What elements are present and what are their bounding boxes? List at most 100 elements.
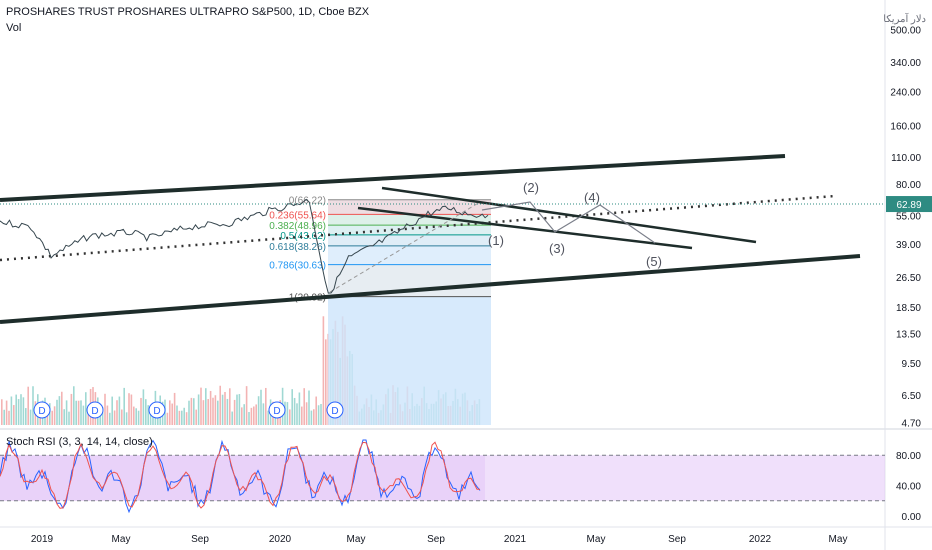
volume-bar <box>221 394 224 425</box>
volume-bar <box>303 388 305 425</box>
x-tick-label: 2022 <box>749 534 772 545</box>
upper-channel-line <box>0 154 786 202</box>
volume-bar <box>130 394 133 425</box>
volume-bar <box>85 392 87 425</box>
last-price-value: 62.89 <box>896 200 921 211</box>
x-tick-label: May <box>829 534 848 545</box>
volume-bar <box>140 397 142 425</box>
volume-bar <box>133 406 135 425</box>
fib-level-label: 0.618(38.26) <box>269 242 326 253</box>
volume-bar <box>173 392 176 425</box>
y-tick-label: 4.70 <box>902 418 922 429</box>
wave-label: (2) <box>523 180 539 195</box>
fib-diagonal <box>329 201 481 293</box>
volume-bar <box>255 404 257 425</box>
volume-bar <box>296 403 298 425</box>
volume-bar <box>135 408 137 425</box>
dividend-marker-label: D <box>273 406 280 417</box>
y-tick-label: 160.00 <box>890 121 921 132</box>
volume-bar <box>20 394 22 425</box>
y-tick-label: 6.50 <box>902 391 922 402</box>
volume-bar <box>142 389 145 425</box>
volume-bar <box>118 396 121 425</box>
indicator-label: Stoch RSI (3, 3, 14, 14, close) <box>6 436 153 448</box>
volume-bar <box>183 407 185 425</box>
volume-bar <box>56 399 58 425</box>
volume-label: Vol <box>6 22 22 34</box>
volume-bar <box>219 385 221 425</box>
dividend-marker-label: D <box>331 406 338 417</box>
trend-lines <box>0 154 861 324</box>
volume-bar <box>147 405 149 425</box>
x-tick-label: May <box>112 534 131 545</box>
lower-channel-line <box>0 254 861 324</box>
volume-bar <box>205 388 207 425</box>
volume-bar <box>82 405 85 425</box>
volume-bar <box>68 411 70 425</box>
wave-label: (4) <box>584 190 600 205</box>
volume-bar <box>325 339 327 425</box>
volume-bar <box>214 395 217 425</box>
volume-bar <box>243 404 245 425</box>
volume-bar <box>10 396 13 425</box>
volume-bar <box>185 412 188 425</box>
wave-label: (5) <box>646 254 662 269</box>
volume-bar <box>53 406 56 425</box>
volume-bar <box>284 401 286 425</box>
rsi-d-line <box>0 441 481 509</box>
y-tick-label: 240.00 <box>890 87 921 98</box>
volume-bar <box>70 393 73 425</box>
volume-bar <box>245 386 248 425</box>
fib-zone <box>328 199 491 215</box>
volume-bar <box>224 391 226 425</box>
volume-bar <box>63 409 65 425</box>
volume-bar <box>145 399 147 425</box>
volume-bar <box>116 400 118 425</box>
volume-bar <box>248 412 250 425</box>
volume-bar <box>305 402 308 425</box>
volume-bar <box>238 394 241 425</box>
price-line <box>0 198 489 294</box>
dividend-marker-label: D <box>153 406 160 417</box>
volume-bar <box>169 400 171 425</box>
volume-bar <box>188 400 190 425</box>
wave-label: (3) <box>549 241 565 256</box>
volume-bar <box>209 390 212 425</box>
volume-bar <box>49 403 51 425</box>
volume-bar <box>3 409 5 425</box>
y-tick-label: 18.50 <box>896 303 921 314</box>
volume-bar <box>73 386 75 425</box>
rsi-tick-label: 0.00 <box>902 512 922 523</box>
axes: 62.89 500.00 340.00 240.00 160.00 110.00 80.00… <box>31 26 932 545</box>
volume-bar <box>58 396 61 425</box>
volume-bar <box>75 400 77 425</box>
volume-bar <box>176 405 178 425</box>
volume-bar <box>8 410 10 425</box>
volume-bar <box>171 403 173 425</box>
wave-projection-path <box>481 201 656 244</box>
dividend-marker <box>86 401 104 419</box>
volume-bar <box>181 410 183 425</box>
volume-bar <box>25 408 27 425</box>
x-tick-label: May <box>587 534 606 545</box>
volume-bar <box>233 399 236 425</box>
rsi-tick-label: 80.00 <box>896 451 921 462</box>
volume-bar <box>27 386 29 425</box>
volume-bar <box>293 397 296 425</box>
volume-bar <box>137 410 140 425</box>
volume-bar <box>226 398 229 425</box>
volume-bar <box>301 406 303 425</box>
volume-bar <box>109 412 111 425</box>
volume-bar <box>77 400 80 425</box>
volume-bar <box>29 409 32 425</box>
volume-bar <box>22 397 25 425</box>
volume-bar <box>61 391 63 425</box>
dividend-marker <box>33 401 51 419</box>
x-tick-label: Sep <box>668 534 686 545</box>
volume-bar <box>322 316 325 425</box>
volume-bar <box>125 412 128 425</box>
volume-bar <box>267 410 269 425</box>
volume-bar <box>123 387 125 425</box>
volume-bar <box>308 390 310 425</box>
